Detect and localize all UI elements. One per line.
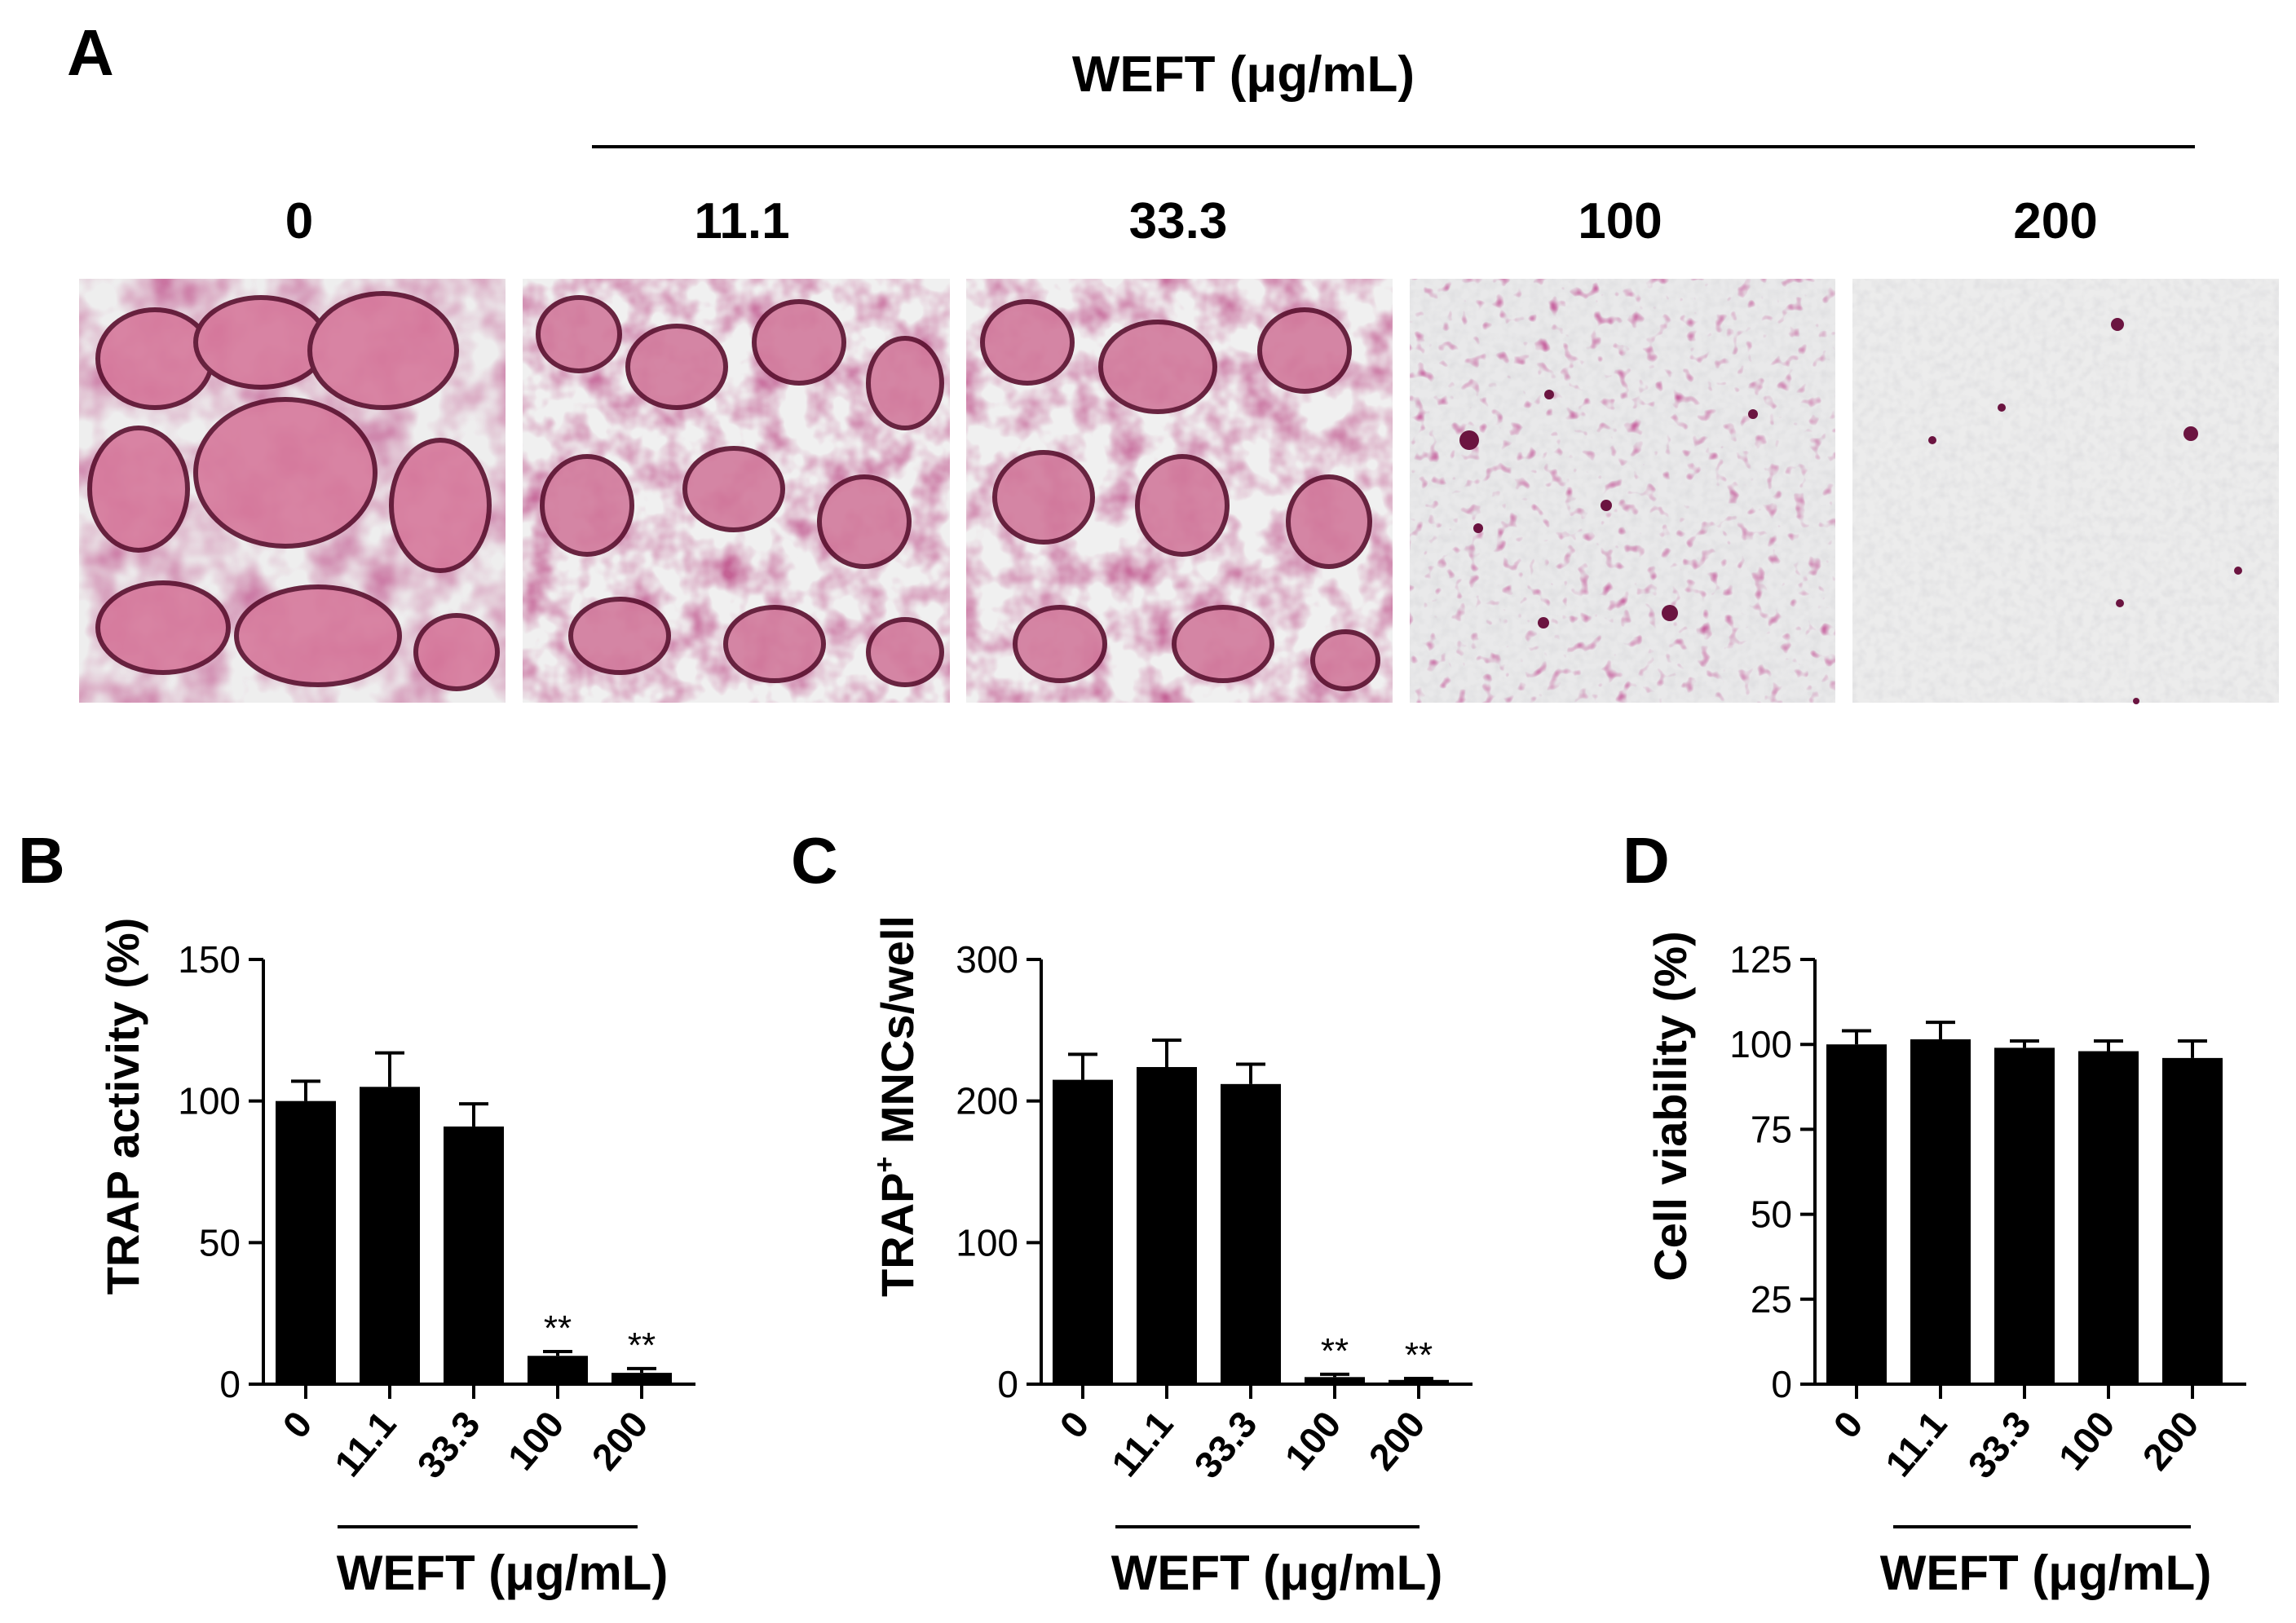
panel-a-treatment-label: WEFT (μg/mL) bbox=[1072, 46, 1415, 103]
chart-d-bar bbox=[1994, 1047, 2055, 1384]
chart-d-ytick-label: 25 bbox=[1751, 1278, 1792, 1321]
chart-b-xtick-label: 33.3 bbox=[408, 1403, 488, 1486]
micrograph-100 bbox=[1410, 279, 1835, 703]
chart-b-significance: ** bbox=[628, 1325, 656, 1365]
panel-a-letter: A bbox=[67, 16, 114, 89]
chart-c-bar bbox=[1137, 1066, 1197, 1384]
panel-a-conc-33-3: 33.3 bbox=[1129, 193, 1228, 249]
chart-c-xtick-label: 100 bbox=[1276, 1403, 1349, 1478]
chart-c-xtick-label: 0 bbox=[1051, 1403, 1097, 1446]
panel-c-ylabel-sup: + bbox=[869, 1157, 900, 1173]
micrograph-200 bbox=[1852, 279, 2279, 704]
chart-b-bar bbox=[444, 1126, 504, 1384]
chart-b-bar bbox=[612, 1373, 672, 1384]
chart-d-xtick-label: 200 bbox=[2134, 1403, 2206, 1478]
panel-d-ylabel: Cell viability (%) bbox=[1645, 931, 1696, 1281]
chart-c-significance: ** bbox=[1321, 1331, 1349, 1371]
chart-d-bar bbox=[1910, 1039, 1971, 1384]
chart-b-xtick-label: 11.1 bbox=[326, 1403, 404, 1484]
chart-c-ytick-label: 0 bbox=[997, 1363, 1018, 1405]
chart-d-bar bbox=[1826, 1044, 1887, 1384]
chart-c-xtick-label: 11.1 bbox=[1103, 1403, 1181, 1484]
chart-c-bar bbox=[1221, 1083, 1281, 1384]
panel-c-letter: C bbox=[791, 824, 838, 897]
panel-c-ylabel-main: TRAP bbox=[872, 1173, 923, 1297]
chart-b-ytick-label: 0 bbox=[219, 1363, 241, 1405]
chart-d-bar bbox=[2162, 1057, 2223, 1384]
chart-d-xtick-label: 11.1 bbox=[1877, 1403, 1955, 1484]
panel-d-xlabel: WEFT (μg/mL) bbox=[1880, 1546, 2212, 1600]
chart-b-xtick-label: 200 bbox=[583, 1403, 656, 1478]
chart-c-bar bbox=[1053, 1079, 1113, 1384]
panel-a: A WEFT (μg/mL) 0 11.1 33.3 100 200 bbox=[67, 16, 2279, 704]
panel-b-xlabel: WEFT (μg/mL) bbox=[337, 1546, 669, 1600]
chart-b-significance: ** bbox=[544, 1308, 572, 1348]
chart-d-xtick-label: 100 bbox=[2050, 1403, 2122, 1478]
chart-b-ytick-label: 100 bbox=[178, 1080, 241, 1122]
chart-c-bar bbox=[1305, 1377, 1365, 1384]
panel-a-conc-0: 0 bbox=[285, 193, 313, 249]
chart-c-significance: ** bbox=[1405, 1335, 1433, 1375]
panel-a-conc-100: 100 bbox=[1578, 193, 1662, 249]
micrograph-0 bbox=[79, 279, 506, 703]
panel-d-letter: D bbox=[1623, 824, 1670, 897]
chart-b-xtick-label: 100 bbox=[499, 1403, 572, 1478]
chart-c-bar bbox=[1389, 1379, 1449, 1384]
chart-d-ytick-label: 0 bbox=[1771, 1363, 1792, 1405]
micrograph-11-1 bbox=[523, 279, 950, 703]
chart-b-bar bbox=[528, 1356, 588, 1384]
chart-d-ytick-label: 125 bbox=[1729, 938, 1792, 981]
chart-c-ytick-label: 200 bbox=[956, 1080, 1018, 1122]
chart-d-xtick-label: 33.3 bbox=[1959, 1403, 2038, 1486]
chart-d-ytick-label: 100 bbox=[1729, 1023, 1792, 1065]
chart-d-ytick-label: 50 bbox=[1751, 1193, 1792, 1236]
chart-b-ytick-label: 50 bbox=[199, 1221, 241, 1264]
chart-b-xtick-label: 0 bbox=[274, 1403, 320, 1446]
micrograph-33-3 bbox=[966, 279, 1393, 703]
panel-b-ylabel: TRAP activity (%) bbox=[97, 918, 148, 1295]
chart-d-ytick-label: 75 bbox=[1751, 1108, 1792, 1150]
chart-b-bar bbox=[276, 1100, 336, 1384]
chart-c-ytick-label: 100 bbox=[956, 1221, 1018, 1264]
panel-c-ylabel: TRAP+ MNCs/well bbox=[869, 915, 923, 1297]
chart-b-bar bbox=[360, 1087, 420, 1384]
chart-d-xtick-label: 0 bbox=[1825, 1403, 1870, 1446]
chart-d-bar bbox=[2078, 1051, 2139, 1384]
chart-c-xtick-label: 200 bbox=[1360, 1403, 1433, 1478]
panel-a-conc-11-1: 11.1 bbox=[694, 193, 789, 249]
chart-c-xtick-label: 33.3 bbox=[1186, 1403, 1265, 1486]
panel-c-xlabel: WEFT (μg/mL) bbox=[1111, 1546, 1443, 1600]
panel-b-letter: B bbox=[18, 824, 65, 897]
chart-c-ytick-label: 300 bbox=[956, 938, 1018, 981]
panel-c-ylabel-rest: MNCs/well bbox=[872, 915, 923, 1157]
panel-a-conc-200: 200 bbox=[2013, 193, 2097, 249]
chart-b-ytick-label: 150 bbox=[178, 938, 241, 981]
